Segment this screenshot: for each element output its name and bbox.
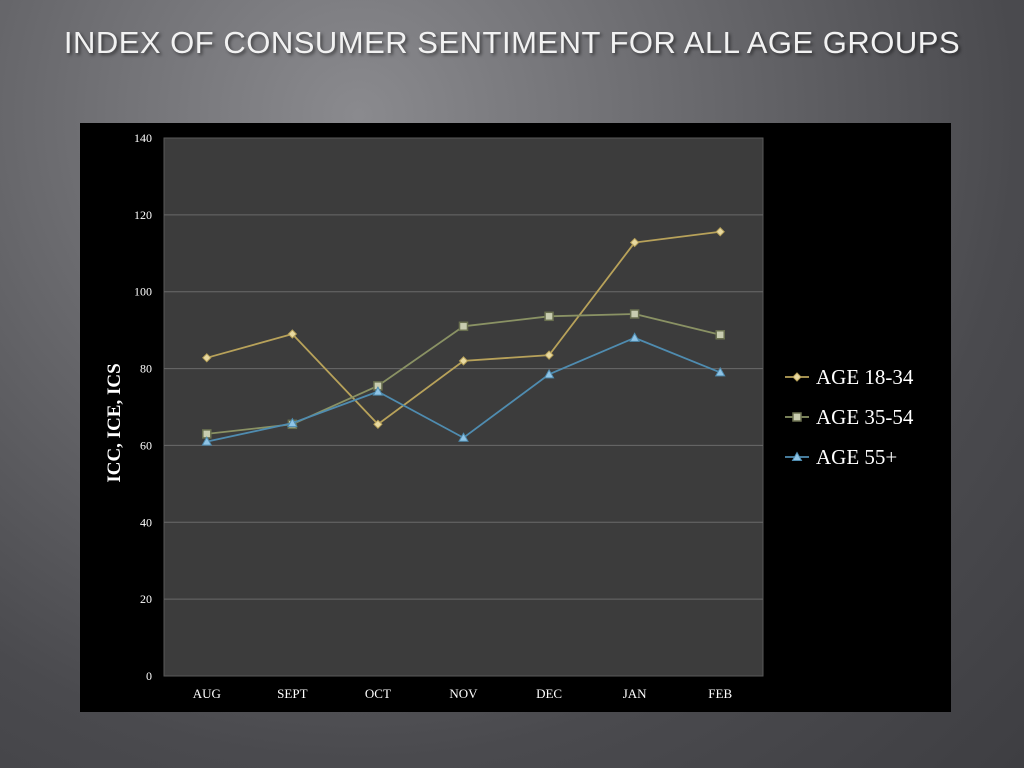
- legend-marker: [791, 451, 803, 461]
- plot-area: [163, 137, 764, 677]
- legend-label: AGE 35-54: [816, 405, 914, 429]
- y-tick-label: 20: [140, 592, 152, 606]
- series-layer: [201, 227, 726, 446]
- y-tick-label: 80: [140, 362, 152, 376]
- data-point: [543, 368, 555, 379]
- y-axis-label: ICC, ICE, ICS: [104, 363, 125, 482]
- data-point: [458, 321, 469, 332]
- legend-label: AGE 55+: [816, 445, 897, 469]
- series-3: [201, 332, 726, 446]
- legend-item: AGE 18-34: [785, 365, 914, 389]
- data-point: [202, 353, 212, 363]
- data-point: [287, 417, 298, 428]
- grid-lines: [164, 214, 763, 600]
- x-tick-label: JAN: [623, 686, 647, 701]
- data-point: [373, 419, 383, 429]
- legend-item: AGE 35-54: [785, 405, 914, 429]
- data-point: [714, 366, 726, 377]
- data-point: [629, 309, 640, 319]
- data-point: [458, 432, 469, 442]
- data-point: [715, 330, 725, 340]
- line-chart: 0 20 40 60 80 100 120 140 AUG SEPT OCT NOV DEC JAN FE…: [104, 131, 914, 701]
- y-tick-label: 60: [140, 438, 152, 452]
- series-1: [202, 227, 725, 429]
- x-tick-label: AUG: [193, 686, 221, 701]
- legend-marker: [792, 412, 802, 422]
- x-tick-label: FEB: [708, 686, 732, 701]
- y-tick-label: 120: [134, 208, 152, 222]
- x-tick-label: NOV: [449, 686, 478, 701]
- chart-panel: 0 20 40 60 80 100 120 140 AUG SEPT OCT NOV DEC JAN FE…: [80, 123, 951, 712]
- x-tick-label: DEC: [536, 686, 562, 701]
- legend-label: AGE 18-34: [816, 365, 914, 389]
- legend-item: AGE 55+: [785, 445, 897, 469]
- data-point: [201, 436, 213, 446]
- data-point: [458, 356, 469, 366]
- data-point: [544, 311, 554, 322]
- y-tick-label: 140: [134, 131, 152, 145]
- slide-title: INDEX OF CONSUMER SENTIMENT FOR ALL AGE …: [63, 25, 961, 60]
- chart-legend: AGE 18-34 AGE 35-54 AGE 55+: [785, 365, 914, 469]
- x-tick-label: SEPT: [277, 686, 307, 701]
- data-point: [544, 350, 554, 360]
- data-point: [372, 386, 384, 396]
- data-point: [287, 329, 298, 339]
- y-tick-label: 0: [146, 669, 152, 683]
- data-point: [715, 227, 725, 237]
- y-axis-ticks: 0 20 40 60 80 100 120 140: [134, 131, 152, 683]
- x-tick-label: OCT: [365, 686, 391, 701]
- legend-marker: [792, 372, 802, 382]
- data-point: [629, 237, 640, 248]
- x-axis-ticks: AUG SEPT OCT NOV DEC JAN FEB: [193, 686, 733, 701]
- y-tick-label: 40: [140, 515, 152, 529]
- y-tick-label: 100: [134, 285, 152, 299]
- data-point: [629, 332, 640, 342]
